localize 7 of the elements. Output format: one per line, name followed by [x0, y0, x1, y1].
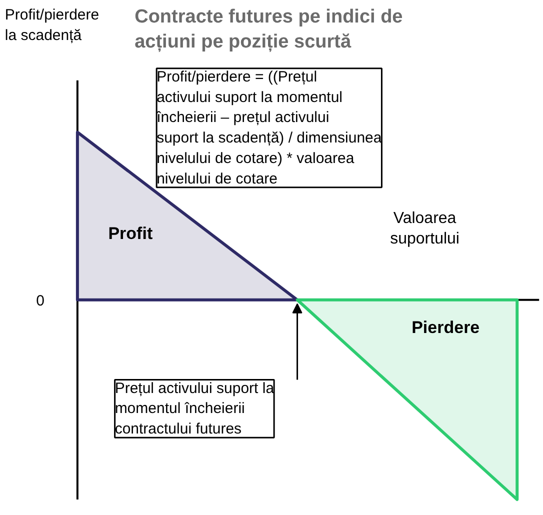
annotation: Prețul activului suport la momentul încheierii contractului futures [114, 380, 275, 438]
text: 0 [36, 292, 44, 310]
x-axis-title: Valoarea suportului [390, 210, 460, 248]
text: Profit/pierdere la scadență [4, 6, 100, 44]
chart-title: Contracte futures pe indici de acțiuni pe poziție scurtă [134, 6, 403, 53]
annotation: Profit [108, 224, 153, 244]
annotation: Pierdere [412, 318, 480, 337]
